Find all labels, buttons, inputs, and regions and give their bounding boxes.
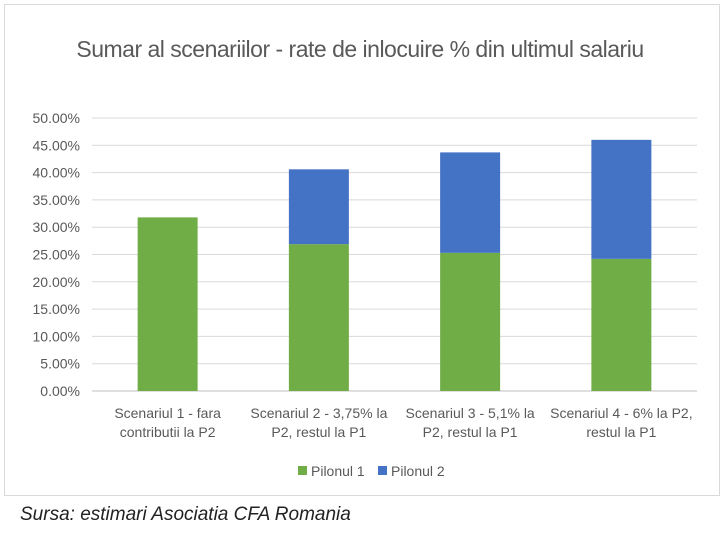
y-tick-label: 25.00% xyxy=(33,247,80,263)
x-tick-label: P2, restul la P1 xyxy=(271,424,366,440)
y-tick-label: 10.00% xyxy=(33,328,80,344)
chart-border xyxy=(4,4,720,496)
y-tick-label: 30.00% xyxy=(33,219,80,235)
chart-title: Sumar al scenariilor - rate de inlocuire… xyxy=(76,36,644,62)
y-tick-label: 20.00% xyxy=(33,274,80,290)
y-tick-label: 40.00% xyxy=(33,165,80,181)
y-tick-label: 15.00% xyxy=(33,301,80,317)
bar-pilonul-2 xyxy=(288,169,349,245)
bar-pilonul-1 xyxy=(591,258,652,391)
x-tick-label: Scenariul 1 - fara xyxy=(114,405,221,421)
y-tick-label: 0.00% xyxy=(40,383,80,399)
y-tick-label: 35.00% xyxy=(33,192,80,208)
source-note: Sursa: estimari Asociatia CFA Romania xyxy=(20,504,351,525)
x-tick-label: Scenariul 3 - 5,1% la xyxy=(406,405,535,421)
legend-label: Pilonul 1 xyxy=(311,463,365,479)
bar-pilonul-2 xyxy=(440,152,501,253)
bar-pilonul-1 xyxy=(288,244,349,391)
x-tick-label: P2, restul la P1 xyxy=(423,424,518,440)
chart-plot: 0.00% 5.00% 10.00% 15.00% 20.00% 25.00% 30.00%… xyxy=(33,110,697,479)
x-tick-label: contributii la P2 xyxy=(120,424,216,440)
y-tick-label: 45.00% xyxy=(33,137,80,153)
bar-pilonul-1 xyxy=(440,252,501,391)
bar-pilonul-2 xyxy=(591,139,652,259)
legend-swatch xyxy=(298,466,307,475)
y-tick-label: 50.00% xyxy=(33,110,80,126)
bar-pilonul-1 xyxy=(137,217,198,391)
x-tick-label: Scenariul 4 - 6% la P2, xyxy=(550,405,692,421)
legend-swatch xyxy=(378,466,387,475)
legend-label: Pilonul 2 xyxy=(391,463,445,479)
x-tick-label: restul la P1 xyxy=(586,424,656,440)
y-tick-label: 5.00% xyxy=(40,356,80,372)
x-tick-label: Scenariul 2 - 3,75% la xyxy=(250,405,387,421)
